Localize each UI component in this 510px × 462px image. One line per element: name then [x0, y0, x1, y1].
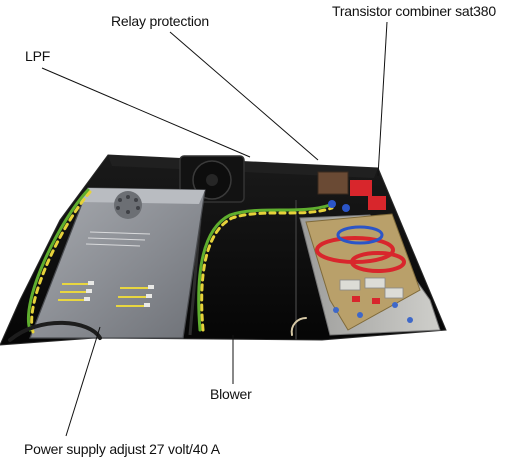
label-lpf: LPF	[25, 48, 51, 64]
leader-lines	[41, 21, 388, 437]
label-blower: Blower	[210, 386, 252, 402]
label-transistor-combiner: Transistor combiner sat380	[332, 3, 496, 19]
wiring	[8, 188, 334, 342]
power-supply	[29, 187, 206, 339]
combiner-board	[305, 171, 421, 331]
label-power-supply: Power supply adjust 27 volt/40 A	[24, 441, 220, 457]
label-relay-protection: Relay protection	[111, 13, 209, 29]
